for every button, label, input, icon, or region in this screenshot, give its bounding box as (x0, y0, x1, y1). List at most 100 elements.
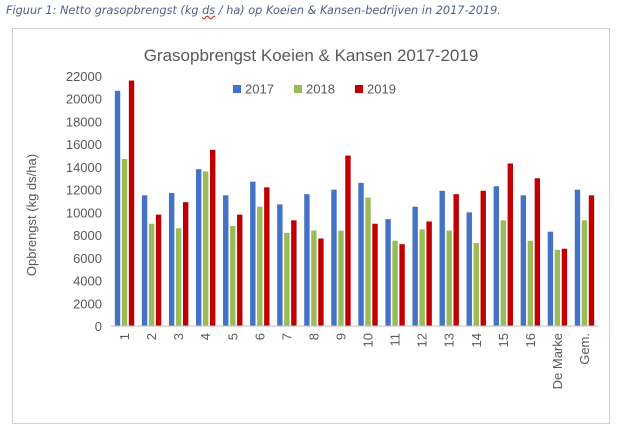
bar-2019-de-marke (561, 248, 568, 326)
bar-2019-13 (453, 194, 459, 326)
x-tick-label: 9 (333, 333, 348, 340)
bar-2017-7 (277, 204, 283, 326)
bar-2018-de-marke (554, 249, 561, 326)
bar-2018-8 (311, 230, 317, 326)
x-tick-label: 15 (496, 333, 511, 347)
chart-title: Grasopbrengst Koeien & Kansen 2017-2019 (144, 46, 479, 65)
bar-2017-12 (412, 206, 418, 326)
bar-2019-5 (237, 214, 243, 326)
bar-2019-2 (155, 214, 162, 326)
bar-2018-2 (148, 223, 155, 326)
bar-2019-16 (534, 178, 541, 326)
bar-2018-15 (500, 220, 507, 326)
bar-2018-16 (527, 240, 534, 326)
caption-prefix: Figuur 1: Netto grasopbrengst (kg (6, 4, 203, 17)
legend-swatch-2017 (233, 85, 241, 93)
x-tick-label: 16 (523, 333, 538, 347)
legend-swatch-2018 (294, 85, 302, 93)
bar-2019-gem- (588, 195, 595, 326)
bar-2018-7 (284, 232, 290, 326)
y-tick-label: 0 (95, 319, 102, 334)
bar-2017-de-marke (547, 231, 554, 326)
bar-2017-11 (385, 219, 391, 326)
legend-label-2019: 2019 (367, 82, 396, 97)
x-tick-label: De Marke (550, 333, 565, 389)
bar-2017-8 (304, 194, 310, 326)
bar-2017-9 (331, 189, 337, 326)
bar-2017-13 (439, 190, 445, 326)
y-tick-label: 10000 (66, 205, 102, 220)
chart-container: Grasopbrengst Koeien & Kansen 2017-2019 … (12, 28, 610, 424)
bar-2019-1 (128, 80, 135, 326)
y-tick-label: 20000 (66, 92, 102, 107)
bar-2018-gem- (581, 220, 588, 326)
bar-2018-3 (175, 228, 182, 326)
caption-suffix: / ha) op Koeien & Kansen-bedrijven in 20… (215, 4, 501, 17)
bar-2018-14 (473, 243, 479, 326)
chart-legend: 2017 2018 2019 (233, 82, 396, 97)
bar-chart: Grasopbrengst Koeien & Kansen 2017-2019 … (24, 46, 598, 389)
y-tick-label: 12000 (66, 183, 102, 198)
x-tick-label: 3 (171, 333, 186, 340)
bar-2017-10 (358, 182, 364, 326)
x-tick-label: 7 (279, 333, 294, 340)
x-tick-label: 8 (306, 333, 321, 340)
bar-2017-gem- (574, 189, 581, 326)
y-tick-label: 16000 (66, 137, 102, 152)
bar-2017-1 (114, 90, 121, 326)
bar-2019-4 (209, 149, 216, 326)
y-tick-label: 2000 (73, 296, 102, 311)
x-tick-label: 11 (388, 333, 403, 347)
x-tick-label: 10 (361, 333, 376, 347)
bars (114, 80, 595, 326)
x-tick-label: 12 (415, 333, 430, 347)
y-tick-label: 14000 (66, 160, 102, 175)
x-tick-label: 1 (117, 333, 132, 340)
bar-2019-8 (318, 238, 324, 326)
bar-2017-4 (195, 169, 202, 326)
x-axis-ticks: 1 2 3 4 5 6 7 8 9 10 11 12 13 14 15 16 De Marke Gem. (117, 333, 592, 389)
figure-caption: Figuur 1: Netto grasopbrengst (kg ds / h… (6, 4, 501, 17)
bar-2019-3 (182, 202, 189, 326)
bar-2017-3 (168, 193, 175, 326)
legend-label-2018: 2018 (306, 82, 335, 97)
bar-2019-14 (480, 190, 486, 326)
bar-2019-6 (264, 187, 270, 326)
bar-2019-12 (426, 221, 432, 326)
bar-2018-13 (446, 230, 452, 326)
bar-2017-6 (250, 181, 256, 326)
bar-2018-5 (230, 226, 236, 326)
bar-2018-1 (121, 158, 128, 326)
x-tick-label: 5 (225, 333, 240, 340)
bar-2017-16 (520, 195, 527, 326)
x-tick-label: 14 (469, 333, 484, 347)
y-axis-title: Opbrengst (kg ds/ha) (24, 154, 39, 276)
x-tick-label: Gem. (577, 333, 592, 365)
legend-swatch-2019 (355, 85, 363, 93)
bar-2018-9 (338, 230, 344, 326)
bar-2019-15 (507, 163, 514, 326)
x-tick-label: 13 (442, 333, 457, 347)
bar-2018-12 (419, 229, 425, 326)
y-tick-label: 4000 (73, 274, 102, 289)
bar-2018-11 (392, 240, 398, 326)
bar-2019-11 (399, 244, 405, 326)
bar-2018-6 (257, 206, 263, 326)
x-tick-label: 6 (252, 333, 267, 340)
bar-2019-7 (291, 220, 297, 326)
bar-2017-15 (493, 186, 500, 326)
y-axis-ticks: 0 2000 4000 6000 8000 10000 12000 14000 16000 180… (66, 69, 102, 334)
bar-2019-9 (345, 155, 351, 326)
legend-label-2017: 2017 (245, 82, 274, 97)
bar-2017-5 (223, 195, 229, 326)
bar-2018-4 (202, 171, 209, 326)
bar-2017-2 (141, 195, 148, 326)
x-tick-label: 4 (198, 333, 213, 340)
y-tick-label: 8000 (73, 228, 102, 243)
y-tick-label: 18000 (66, 114, 102, 129)
caption-ds: ds (202, 4, 216, 17)
y-tick-label: 6000 (73, 251, 102, 266)
bar-2018-10 (365, 197, 371, 326)
x-tick-label: 2 (144, 333, 159, 340)
y-tick-label: 22000 (66, 69, 102, 84)
